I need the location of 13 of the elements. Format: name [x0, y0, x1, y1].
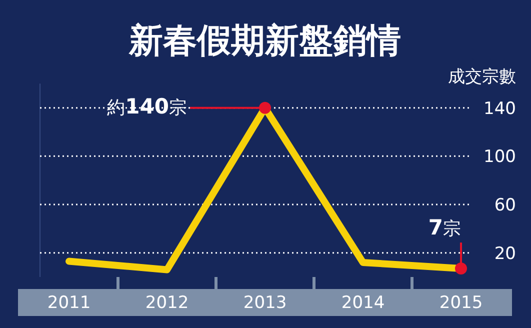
- y-axis-title: 成交宗數: [448, 67, 516, 87]
- y-tick-label: 100: [484, 147, 516, 168]
- x-tick-label: 2013: [243, 293, 287, 313]
- y-tick-label: 60: [494, 195, 516, 216]
- annotation: 約140宗: [107, 94, 187, 118]
- y-tick-label: 20: [494, 244, 516, 264]
- x-tick-label: 2012: [145, 293, 189, 313]
- x-tick-label: 2011: [47, 293, 91, 313]
- chart-title: 新春假期新盤銷情: [128, 21, 401, 61]
- y-tick-label: 140: [484, 98, 516, 119]
- annotation: 7宗: [428, 216, 461, 240]
- x-tick-label: 2014: [341, 293, 385, 313]
- x-tick-label: 2015: [439, 293, 483, 313]
